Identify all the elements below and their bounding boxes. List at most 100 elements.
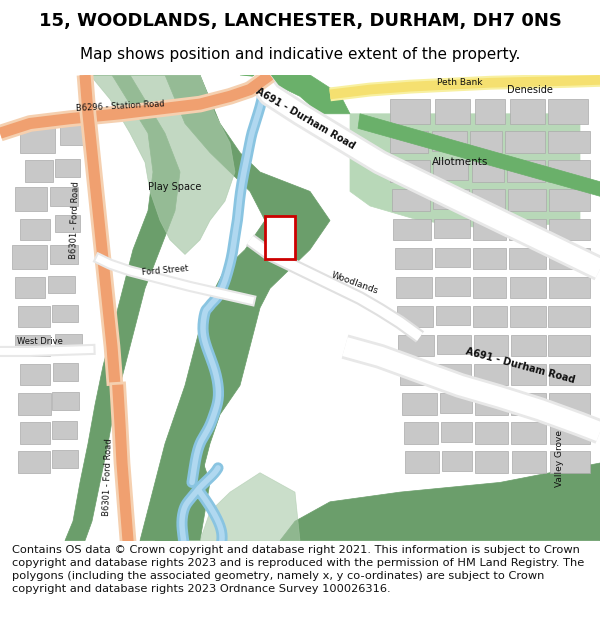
Polygon shape xyxy=(52,305,78,322)
Polygon shape xyxy=(435,277,470,296)
Polygon shape xyxy=(548,99,588,124)
Polygon shape xyxy=(549,277,590,298)
Polygon shape xyxy=(402,393,437,414)
Text: Valley Grove: Valley Grove xyxy=(556,429,565,487)
Polygon shape xyxy=(55,214,80,232)
Polygon shape xyxy=(404,422,438,444)
Polygon shape xyxy=(53,363,78,381)
Polygon shape xyxy=(20,364,50,386)
Polygon shape xyxy=(549,364,590,386)
Polygon shape xyxy=(15,277,45,298)
Polygon shape xyxy=(473,248,506,269)
Polygon shape xyxy=(470,131,502,152)
Polygon shape xyxy=(130,75,330,541)
Polygon shape xyxy=(155,453,210,541)
Text: 15, WOODLANDS, LANCHESTER, DURHAM, DH7 0NS: 15, WOODLANDS, LANCHESTER, DURHAM, DH7 0… xyxy=(38,12,562,30)
Polygon shape xyxy=(475,422,508,444)
Polygon shape xyxy=(397,306,433,328)
Polygon shape xyxy=(548,306,590,328)
Polygon shape xyxy=(48,276,75,293)
Polygon shape xyxy=(511,364,546,386)
Polygon shape xyxy=(509,248,546,269)
Polygon shape xyxy=(438,364,471,384)
Polygon shape xyxy=(12,245,47,269)
Polygon shape xyxy=(435,248,470,267)
Polygon shape xyxy=(549,219,590,240)
Polygon shape xyxy=(350,114,580,230)
Polygon shape xyxy=(505,131,545,152)
Text: Contains OS data © Crown copyright and database right 2021. This information is : Contains OS data © Crown copyright and d… xyxy=(12,545,584,594)
Polygon shape xyxy=(395,248,432,269)
Polygon shape xyxy=(20,128,55,152)
Polygon shape xyxy=(550,451,590,472)
Text: Ford Street: Ford Street xyxy=(142,264,188,278)
Text: Map shows position and indicative extent of the property.: Map shows position and indicative extent… xyxy=(80,46,520,61)
Polygon shape xyxy=(511,393,546,414)
Polygon shape xyxy=(50,245,78,264)
Polygon shape xyxy=(436,306,470,325)
Polygon shape xyxy=(396,277,432,298)
Polygon shape xyxy=(434,219,470,238)
Polygon shape xyxy=(240,75,350,114)
Polygon shape xyxy=(440,393,472,412)
Text: B6301 - Ford Road: B6301 - Ford Road xyxy=(69,181,81,259)
Polygon shape xyxy=(441,422,472,442)
Polygon shape xyxy=(55,159,80,177)
Polygon shape xyxy=(442,451,472,471)
Polygon shape xyxy=(475,393,508,414)
Text: Woodlands: Woodlands xyxy=(330,271,380,296)
Polygon shape xyxy=(472,189,505,211)
Polygon shape xyxy=(60,126,90,145)
Polygon shape xyxy=(508,189,546,211)
Polygon shape xyxy=(433,189,469,209)
Polygon shape xyxy=(20,422,50,444)
Polygon shape xyxy=(18,451,50,472)
Polygon shape xyxy=(20,219,50,240)
Polygon shape xyxy=(18,306,50,328)
Polygon shape xyxy=(475,451,508,472)
Text: B6301 - Ford Road: B6301 - Ford Road xyxy=(102,439,114,516)
Polygon shape xyxy=(50,186,78,206)
Polygon shape xyxy=(549,189,590,211)
Polygon shape xyxy=(472,161,504,182)
Polygon shape xyxy=(474,335,508,356)
Polygon shape xyxy=(393,219,431,240)
Polygon shape xyxy=(548,335,590,356)
Text: Play Space: Play Space xyxy=(148,181,202,191)
Polygon shape xyxy=(548,131,590,152)
Text: A691 - Durham Road: A691 - Durham Road xyxy=(464,347,576,386)
Polygon shape xyxy=(549,393,590,414)
Polygon shape xyxy=(509,219,546,240)
Text: Deneside: Deneside xyxy=(507,84,553,94)
Polygon shape xyxy=(435,99,470,124)
Polygon shape xyxy=(432,131,467,151)
Polygon shape xyxy=(512,451,546,472)
Polygon shape xyxy=(437,335,471,354)
Polygon shape xyxy=(474,364,508,386)
Polygon shape xyxy=(550,422,590,444)
Text: B6296 - Station Road: B6296 - Station Road xyxy=(76,99,164,113)
Polygon shape xyxy=(185,472,300,541)
Polygon shape xyxy=(507,161,545,182)
Polygon shape xyxy=(433,161,468,180)
Polygon shape xyxy=(18,393,51,414)
Polygon shape xyxy=(25,161,53,182)
Polygon shape xyxy=(390,99,430,124)
Polygon shape xyxy=(511,335,546,356)
Polygon shape xyxy=(280,463,600,541)
Polygon shape xyxy=(398,335,434,356)
Polygon shape xyxy=(390,161,430,182)
Polygon shape xyxy=(90,75,235,254)
Polygon shape xyxy=(15,186,47,211)
Polygon shape xyxy=(473,277,506,298)
Polygon shape xyxy=(55,334,82,351)
Polygon shape xyxy=(510,99,545,124)
Polygon shape xyxy=(473,306,507,328)
Polygon shape xyxy=(475,99,505,124)
Polygon shape xyxy=(15,335,50,356)
Polygon shape xyxy=(65,75,180,541)
Polygon shape xyxy=(52,421,77,439)
Text: A691 - Durham Road: A691 - Durham Road xyxy=(254,86,356,151)
Polygon shape xyxy=(400,364,435,386)
Polygon shape xyxy=(52,392,79,409)
